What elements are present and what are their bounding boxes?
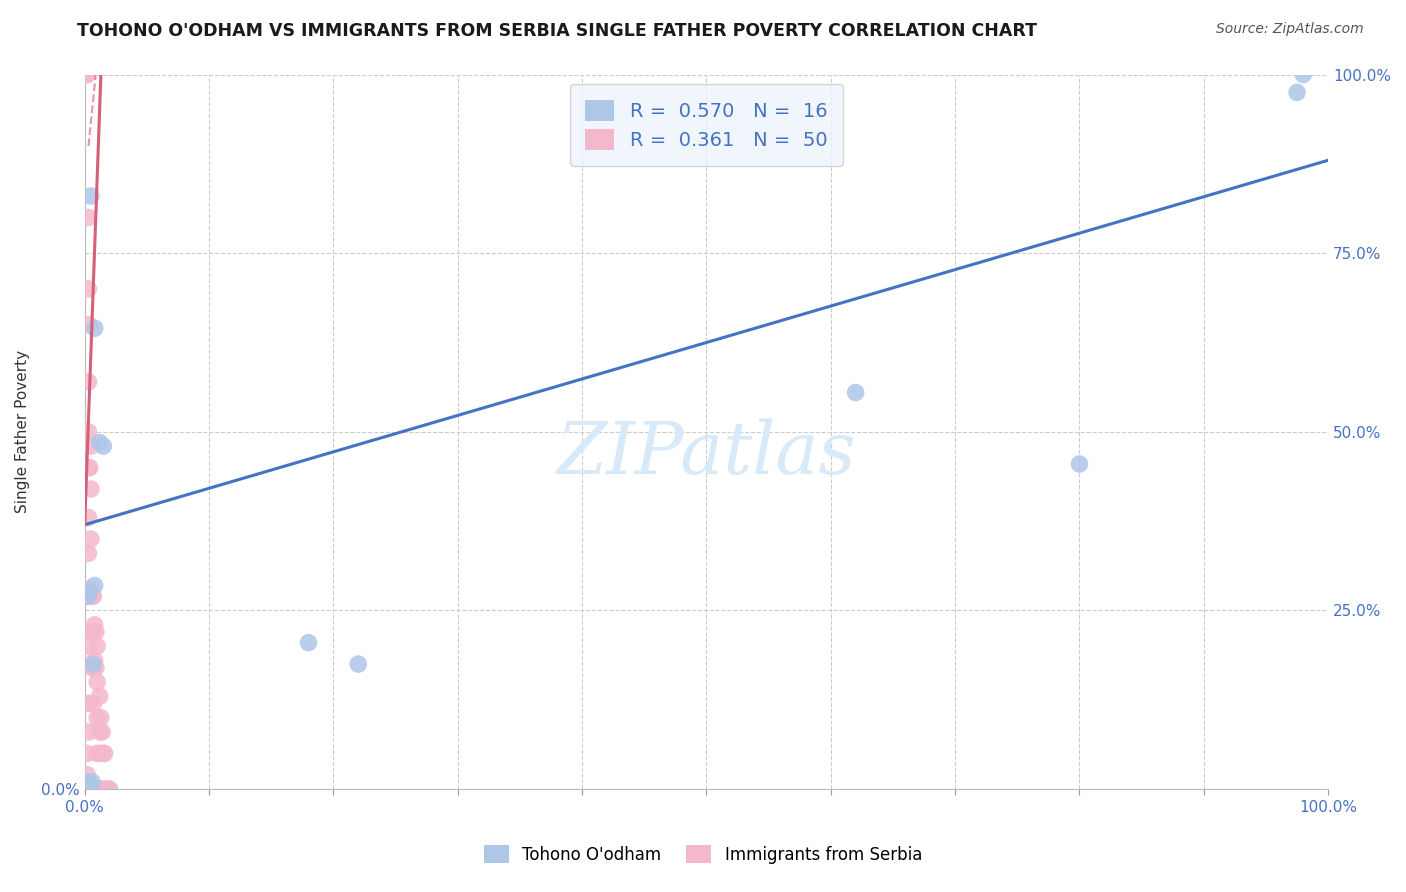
Point xyxy=(77,318,100,332)
Point xyxy=(82,657,104,671)
Legend: R =  0.570   N =  16, R =  0.361   N =  50: R = 0.570 N = 16, R = 0.361 N = 50 xyxy=(569,84,844,166)
Point xyxy=(76,747,98,761)
Point xyxy=(77,725,100,739)
Point xyxy=(80,189,103,203)
Point xyxy=(77,585,100,599)
Point xyxy=(79,582,101,596)
Point xyxy=(89,690,111,704)
Text: Source: ZipAtlas.com: Source: ZipAtlas.com xyxy=(1216,22,1364,37)
Point xyxy=(77,211,100,225)
Point xyxy=(77,639,100,653)
Point xyxy=(86,782,108,797)
Point xyxy=(86,747,108,761)
Point xyxy=(77,375,100,389)
Point xyxy=(84,660,107,674)
Point xyxy=(93,782,115,797)
Text: TOHONO O'ODHAM VS IMMIGRANTS FROM SERBIA SINGLE FATHER POVERTY CORRELATION CHART: TOHONO O'ODHAM VS IMMIGRANTS FROM SERBIA… xyxy=(77,22,1038,40)
Y-axis label: Single Father Poverty: Single Father Poverty xyxy=(15,351,30,514)
Point xyxy=(89,725,111,739)
Point xyxy=(82,660,104,674)
Point xyxy=(82,624,104,639)
Point xyxy=(76,768,98,782)
Point xyxy=(83,578,105,592)
Point xyxy=(77,460,100,475)
Point xyxy=(80,532,103,546)
Point xyxy=(86,639,108,653)
Point xyxy=(80,482,103,496)
Point xyxy=(82,589,104,603)
Point xyxy=(76,68,98,82)
Point xyxy=(1286,86,1309,100)
Point xyxy=(79,460,101,475)
Point xyxy=(98,782,121,797)
Point xyxy=(77,589,100,603)
Point xyxy=(82,660,104,674)
Text: ZIPatlas: ZIPatlas xyxy=(557,418,856,489)
Point xyxy=(93,747,115,761)
Point xyxy=(91,725,114,739)
Point xyxy=(83,617,105,632)
Point xyxy=(77,425,100,439)
Point xyxy=(86,711,108,725)
Point xyxy=(77,589,100,603)
Point xyxy=(96,782,118,797)
Point xyxy=(76,68,98,82)
Point xyxy=(93,782,115,797)
Point xyxy=(93,747,115,761)
Point xyxy=(90,782,112,797)
Legend: Tohono O'odham, Immigrants from Serbia: Tohono O'odham, Immigrants from Serbia xyxy=(477,838,929,871)
Point xyxy=(82,624,104,639)
Point xyxy=(77,510,100,524)
Point xyxy=(90,747,112,761)
Point xyxy=(77,546,100,560)
Point xyxy=(845,385,868,400)
Point xyxy=(82,697,104,711)
Point xyxy=(77,282,100,296)
Point xyxy=(297,635,319,649)
Point xyxy=(77,697,100,711)
Point xyxy=(93,439,115,453)
Point xyxy=(90,711,112,725)
Point xyxy=(83,321,105,335)
Point xyxy=(89,435,111,450)
Point xyxy=(77,775,100,789)
Point xyxy=(82,589,104,603)
Point xyxy=(84,624,107,639)
Point xyxy=(82,775,104,789)
Point xyxy=(83,653,105,667)
Point xyxy=(97,782,120,797)
Point xyxy=(1292,68,1315,82)
Point xyxy=(80,439,103,453)
Point xyxy=(347,657,370,671)
Point xyxy=(1069,457,1091,471)
Point xyxy=(86,675,108,690)
